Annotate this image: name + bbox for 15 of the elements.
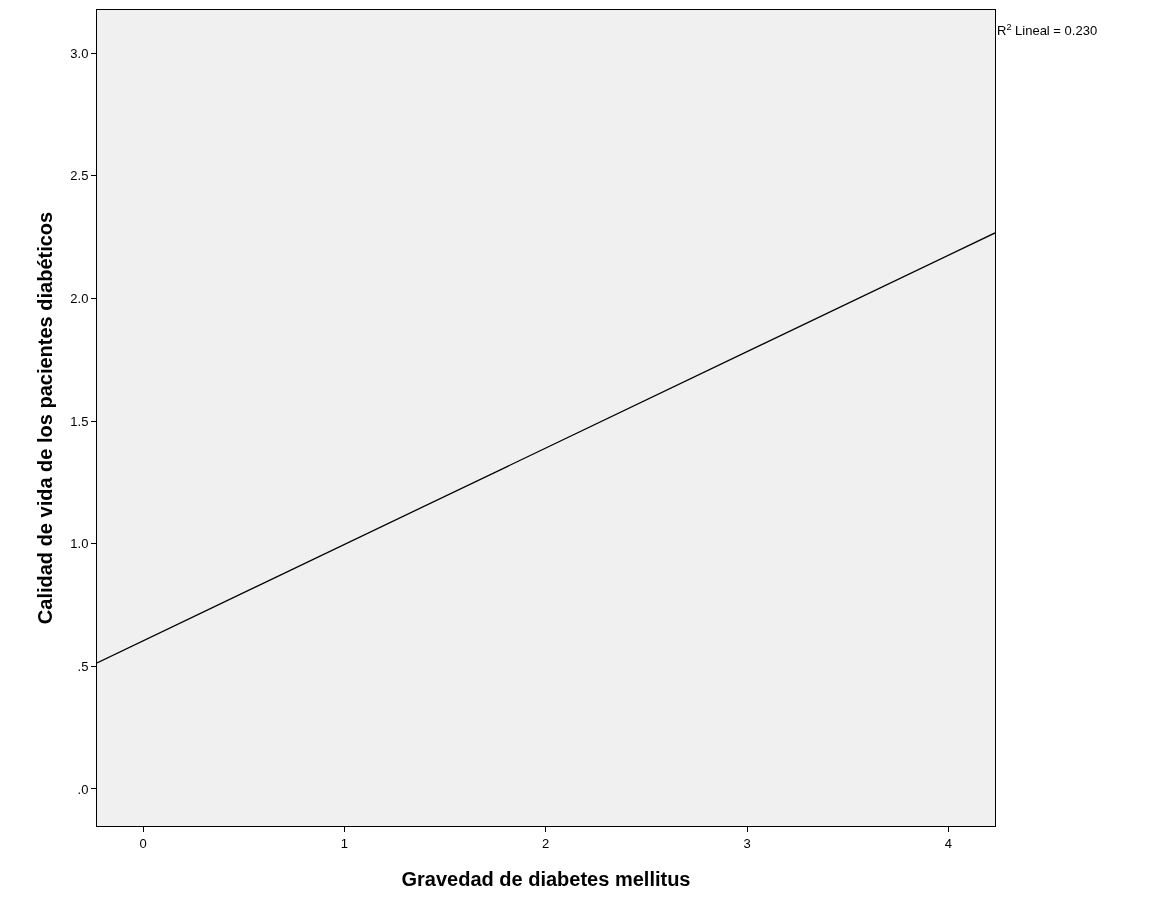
y-axis-title: Calidad de vida de los pacientes diabéticos [33,211,56,625]
x-tick-label: 1 [340,835,349,851]
y-tick-label: .0 [77,781,89,797]
x-tick-label: 2 [542,835,550,851]
y-tick-label: 3.0 [70,45,89,61]
text: R$^{2}$ Lineal = 0.230 [997,22,1098,39]
y-tick-label: 1.0 [70,536,89,552]
x-tick-label: 0 [139,835,147,851]
x-tick-label: 3 [743,835,751,851]
y-tick-label: .5 [77,658,89,674]
x-tick-label: 4 [944,835,952,851]
y-tick-label: 2.5 [70,168,89,184]
y-tick-label: 1.5 [70,413,89,429]
x-axis-title: Gravedad de diabetes mellitus [401,868,691,891]
y-tick-label: 2.0 [70,290,89,306]
